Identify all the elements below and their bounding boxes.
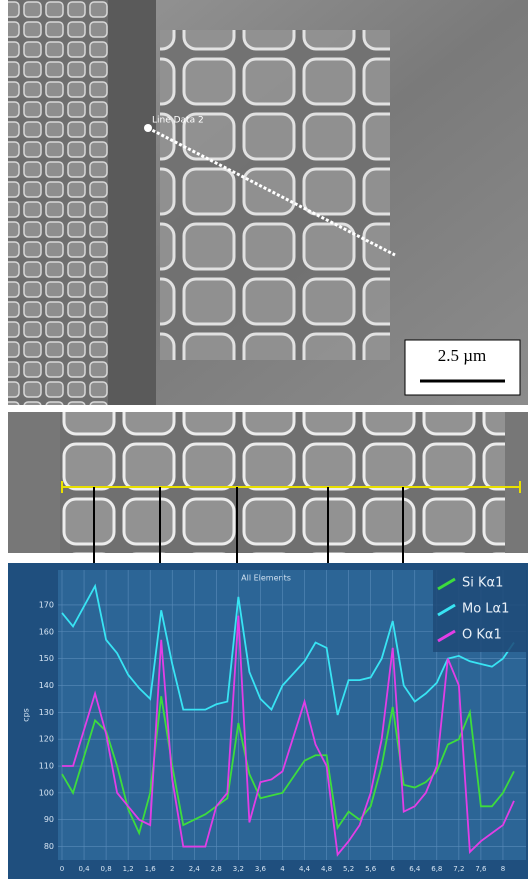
legend-label: Mo Lα1	[462, 602, 509, 617]
line-label: Line Data 2	[152, 116, 204, 126]
x-tick-label: 4,8	[321, 865, 332, 873]
y-tick-label: 100	[39, 788, 54, 797]
legend-label: O Kα1	[462, 628, 502, 643]
scale-bar-label: 2.5 µm	[438, 346, 487, 365]
chart-title: All Elements	[241, 574, 291, 583]
x-tick-label: 2	[170, 865, 174, 873]
y-tick-label: 120	[39, 735, 54, 744]
x-tick-label: 5,6	[365, 865, 377, 873]
y-tick-label: 80	[44, 842, 54, 851]
y-tick-label: 130	[39, 708, 54, 717]
y-tick-label: 140	[39, 681, 54, 690]
x-tick-label: 0	[60, 865, 64, 873]
x-tick-label: 6,4	[409, 865, 421, 873]
x-tick-label: 0,4	[78, 865, 90, 873]
y-tick-label: 90	[44, 815, 54, 824]
y-tick-label: 170	[39, 600, 54, 609]
x-tick-label: 3,6	[255, 865, 267, 873]
y-tick-label: 160	[39, 627, 54, 636]
x-tick-label: 0,8	[101, 865, 112, 873]
x-tick-label: 2,4	[189, 865, 201, 873]
x-tick-label: 4,4	[299, 865, 311, 873]
x-tick-label: 1,2	[123, 865, 134, 873]
legend-label: Si Kα1	[462, 576, 503, 591]
x-tick-label: 7,2	[453, 865, 464, 873]
figure: Line Data 2 2.5 µm All Elements cps 8090…	[0, 0, 531, 879]
x-tick-label: 1,6	[145, 865, 157, 873]
y-axis-label: cps	[22, 708, 31, 722]
x-tick-label: 3,2	[233, 865, 244, 873]
x-tick-label: 6,8	[431, 865, 442, 873]
y-tick-label: 150	[39, 654, 54, 663]
sem-image-top: Line Data 2 2.5 µm	[8, 0, 528, 405]
x-tick-label: 4	[280, 865, 285, 873]
x-tick-label: 2,8	[211, 865, 222, 873]
y-tick-label: 110	[39, 762, 54, 771]
x-tick-label: 7,6	[475, 865, 487, 873]
x-tick-label: 8	[501, 865, 505, 873]
x-tick-label: 6	[390, 865, 395, 873]
x-tick-label: 5,2	[343, 865, 354, 873]
